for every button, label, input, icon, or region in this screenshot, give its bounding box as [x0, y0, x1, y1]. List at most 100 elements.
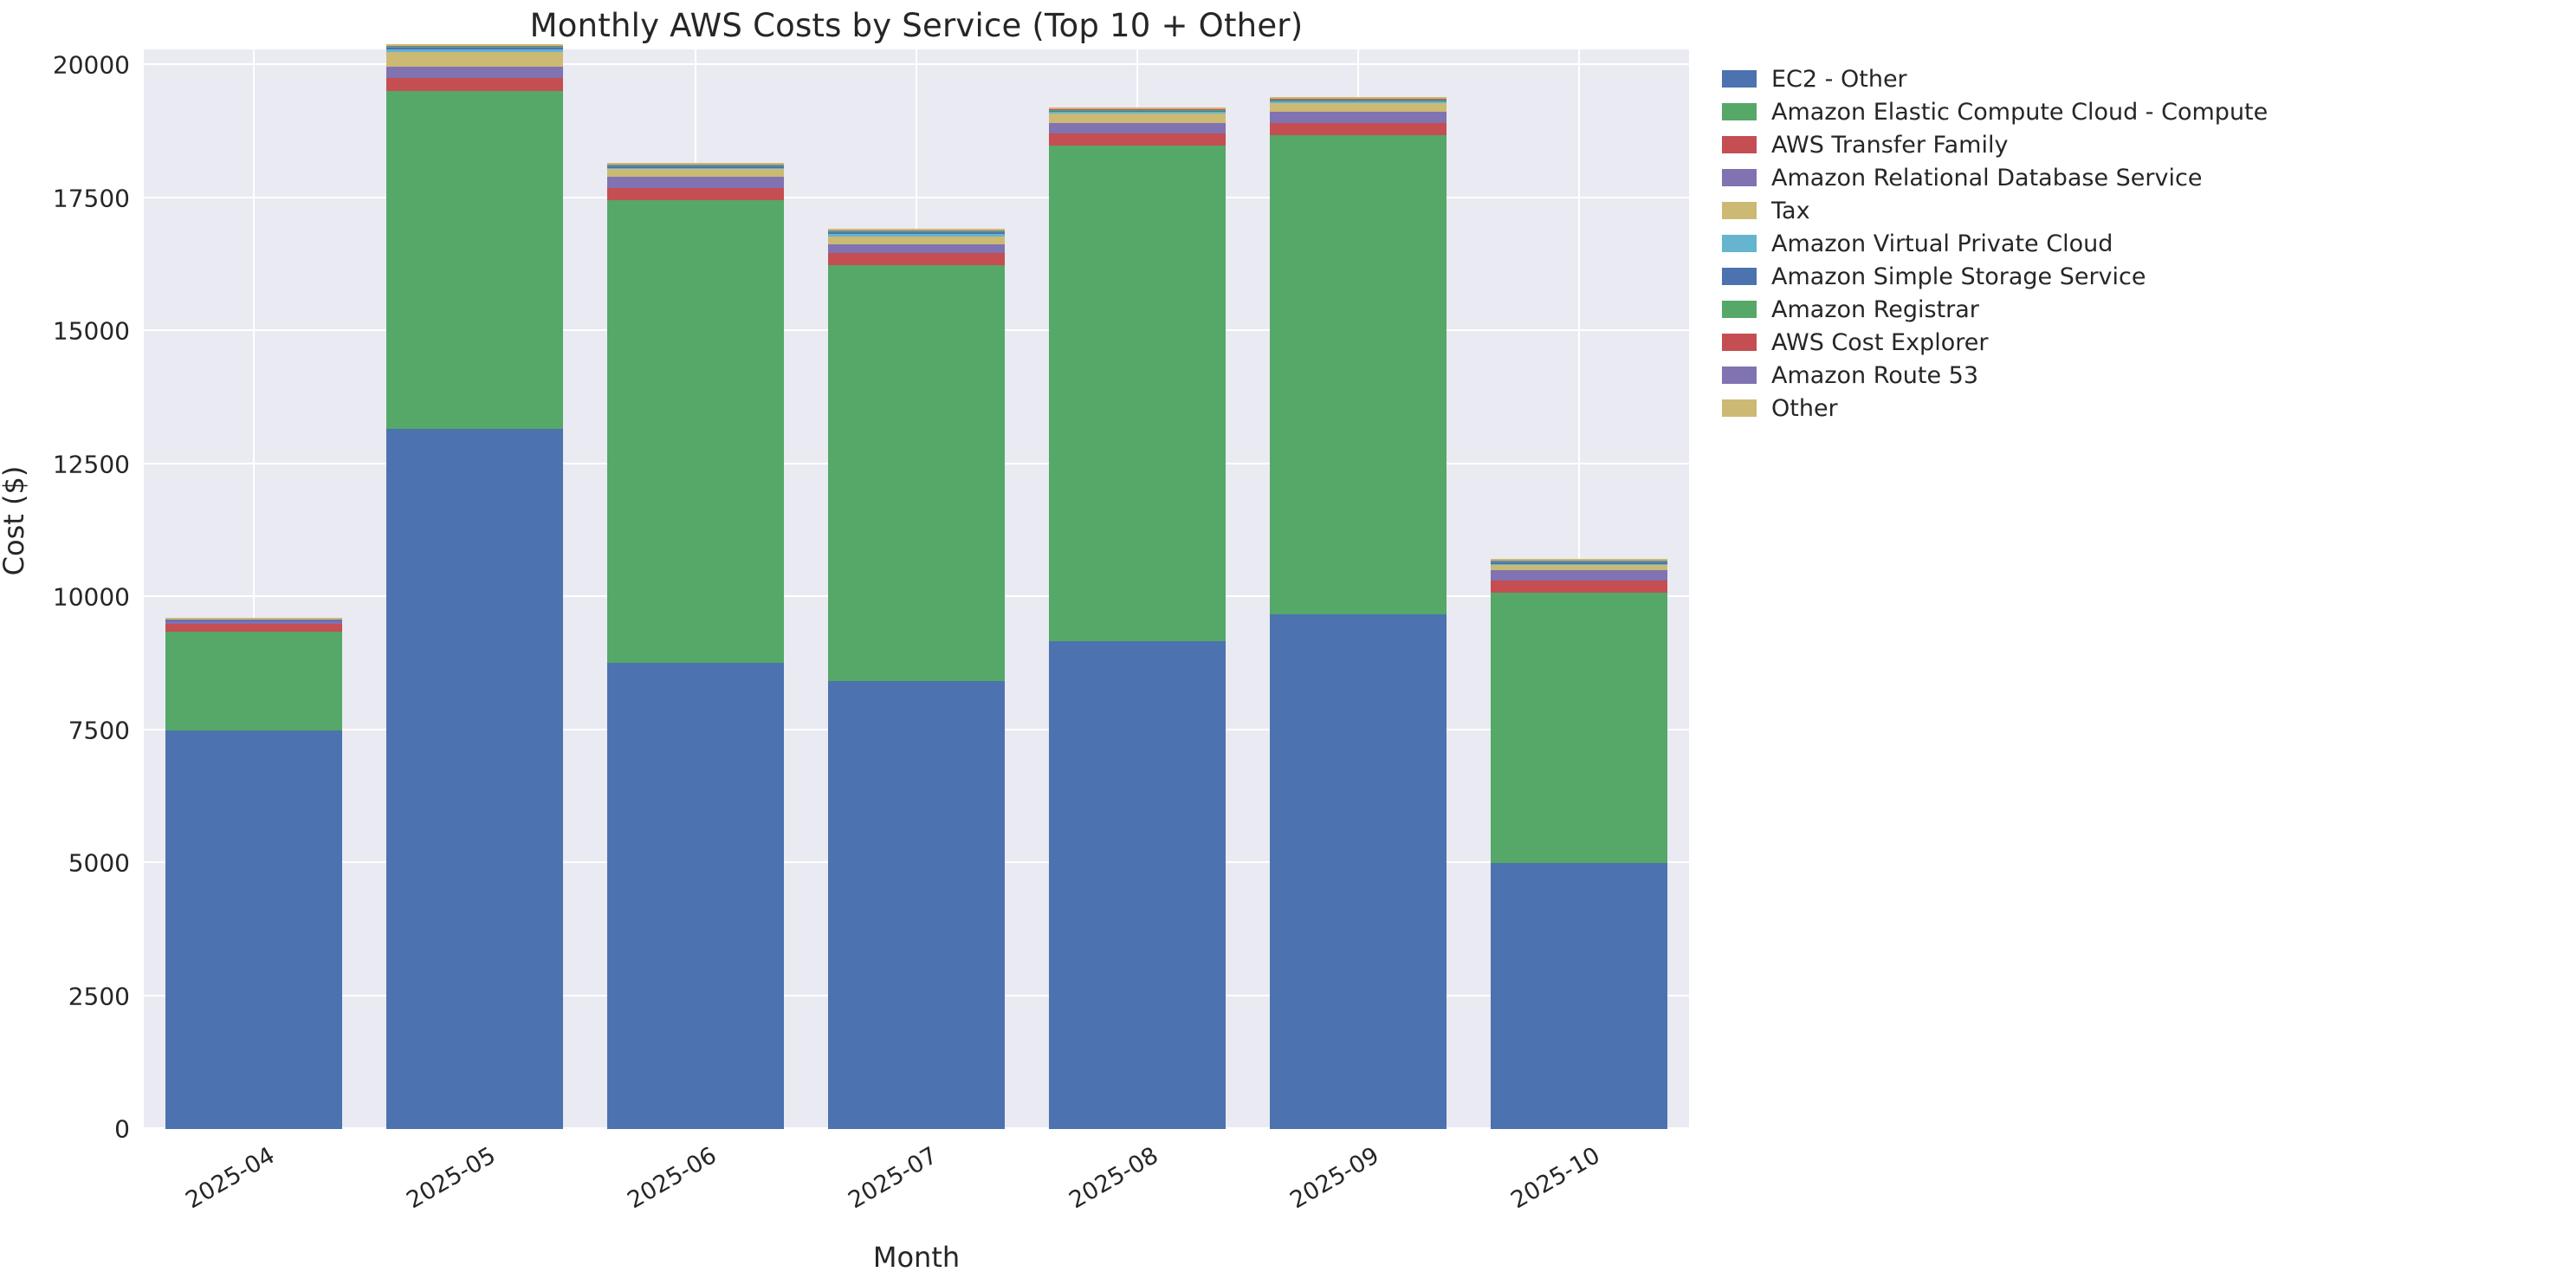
- bar-segment[interactable]: [1269, 103, 1447, 113]
- legend-item[interactable]: Amazon Simple Storage Service: [1722, 260, 2553, 293]
- bar-segment[interactable]: [607, 187, 785, 200]
- bar-segment[interactable]: [1048, 112, 1226, 114]
- bar-segment[interactable]: [828, 681, 1005, 1129]
- legend-label: Amazon Virtual Private Cloud: [1771, 230, 2113, 257]
- x-tick-label: 2025-08: [1065, 1142, 1163, 1215]
- x-tick-label: 2025-05: [402, 1142, 501, 1215]
- bar-segment[interactable]: [165, 621, 343, 624]
- bar-segment[interactable]: [1490, 593, 1667, 864]
- y-tick-label: 0: [114, 1114, 130, 1144]
- legend-item[interactable]: Amazon Elastic Compute Cloud - Compute: [1722, 95, 2553, 128]
- bar-segment[interactable]: [1269, 96, 1447, 99]
- bar-segment[interactable]: [1048, 110, 1226, 113]
- legend-label: Tax: [1771, 197, 1810, 224]
- bar-segment[interactable]: [386, 67, 564, 79]
- legend-swatch-icon: [1722, 399, 1757, 417]
- bar-segment[interactable]: [828, 243, 1005, 254]
- bar-stack[interactable]: [1269, 96, 1447, 1129]
- y-tick-label: 2500: [68, 982, 130, 1011]
- y-tick-label: 5000: [68, 848, 130, 878]
- bar-segment[interactable]: [1269, 613, 1447, 1129]
- bar-segment[interactable]: [607, 162, 785, 165]
- bar-segment[interactable]: [386, 78, 564, 91]
- x-tick-label: 2025-09: [1285, 1142, 1384, 1215]
- bar-stack[interactable]: [386, 44, 564, 1129]
- bar-segment[interactable]: [165, 623, 343, 633]
- bar-segment[interactable]: [1048, 641, 1226, 1129]
- bar-segment[interactable]: [1048, 122, 1226, 133]
- bar-segment[interactable]: [1490, 581, 1667, 594]
- bar-segment[interactable]: [165, 620, 343, 622]
- bar-segment[interactable]: [607, 165, 785, 168]
- y-axis-ticks: 0 2500 5000 7500 10000 12500 15000 17500 20000: [0, 49, 130, 1144]
- bar-segment[interactable]: [386, 48, 564, 50]
- bar-segment[interactable]: [386, 90, 564, 429]
- bar-stack[interactable]: [828, 229, 1005, 1129]
- bar-segment[interactable]: [828, 253, 1005, 266]
- legend-label: AWS Cost Explorer: [1771, 328, 1989, 356]
- bar-segment[interactable]: [1048, 107, 1226, 109]
- bar-segment[interactable]: [1048, 133, 1226, 146]
- bar-segment[interactable]: [828, 229, 1005, 230]
- bar-segment[interactable]: [165, 618, 343, 620]
- bar-segment[interactable]: [165, 632, 343, 730]
- legend-item[interactable]: Amazon Route 53: [1722, 359, 2553, 392]
- bar-segment[interactable]: [1490, 863, 1667, 1129]
- gridline-x: [253, 49, 256, 1129]
- bar-segment[interactable]: [1269, 122, 1447, 135]
- x-tick-label: 2025-10: [1505, 1142, 1605, 1215]
- bar-segment[interactable]: [1490, 565, 1667, 570]
- legend-item[interactable]: EC2 - Other: [1722, 62, 2553, 95]
- legend-swatch-icon: [1722, 334, 1757, 351]
- y-tick-label: 20000: [52, 50, 130, 80]
- bar-segment[interactable]: [828, 265, 1005, 682]
- legend-label: Amazon Registrar: [1771, 295, 1979, 323]
- legend-item[interactable]: AWS Transfer Family: [1722, 128, 2553, 161]
- legend-item[interactable]: Amazon Relational Database Service: [1722, 161, 2553, 194]
- bar-segment[interactable]: [165, 730, 343, 1129]
- bar-segment[interactable]: [386, 52, 564, 68]
- legend-label: EC2 - Other: [1771, 65, 1907, 93]
- bar-segment[interactable]: [1048, 146, 1226, 642]
- legend-item[interactable]: Other: [1722, 392, 2553, 425]
- legend-item[interactable]: Tax: [1722, 194, 2553, 227]
- bar-stack[interactable]: [607, 162, 785, 1129]
- bar-segment[interactable]: [1269, 101, 1447, 103]
- bar-segment[interactable]: [607, 169, 785, 178]
- legend-item[interactable]: AWS Cost Explorer: [1722, 326, 2553, 359]
- legend-swatch-icon: [1722, 268, 1757, 285]
- bar-segment[interactable]: [1490, 563, 1667, 566]
- y-tick-label: 15000: [52, 316, 130, 346]
- bar-segment[interactable]: [828, 231, 1005, 234]
- bar-segment[interactable]: [607, 662, 785, 1129]
- legend-label: Amazon Route 53: [1771, 361, 1979, 389]
- legend-swatch-icon: [1722, 367, 1757, 384]
- bar-segment[interactable]: [828, 237, 1005, 244]
- bar-segment[interactable]: [386, 44, 564, 47]
- bar-stack[interactable]: [1048, 107, 1226, 1129]
- bar-segment[interactable]: [607, 167, 785, 170]
- bar-segment[interactable]: [1269, 100, 1447, 102]
- bar-stack[interactable]: [165, 618, 343, 1129]
- bar-segment[interactable]: [1269, 112, 1447, 123]
- legend-item[interactable]: Amazon Virtual Private Cloud: [1722, 227, 2553, 260]
- bar-segment[interactable]: [607, 177, 785, 188]
- bar-segment[interactable]: [1269, 134, 1447, 614]
- y-tick-label: 7500: [68, 716, 130, 745]
- legend-label: Other: [1771, 394, 1838, 422]
- bar-segment[interactable]: [828, 233, 1005, 237]
- bar-segment[interactable]: [386, 428, 564, 1129]
- bar-segment[interactable]: [1490, 559, 1667, 561]
- bar-stack[interactable]: [1490, 559, 1667, 1129]
- legend-swatch-icon: [1722, 235, 1757, 252]
- legend-swatch-icon: [1722, 136, 1757, 153]
- x-tick-label: 2025-07: [844, 1142, 942, 1215]
- bar-segment[interactable]: [1490, 569, 1667, 581]
- bar-segment[interactable]: [386, 49, 564, 53]
- legend-swatch-icon: [1722, 103, 1757, 120]
- bar-segment[interactable]: [1490, 561, 1667, 564]
- legend-swatch-icon: [1722, 70, 1757, 88]
- bar-segment[interactable]: [1048, 114, 1226, 123]
- legend-item[interactable]: Amazon Registrar: [1722, 293, 2553, 326]
- bar-segment[interactable]: [607, 199, 785, 663]
